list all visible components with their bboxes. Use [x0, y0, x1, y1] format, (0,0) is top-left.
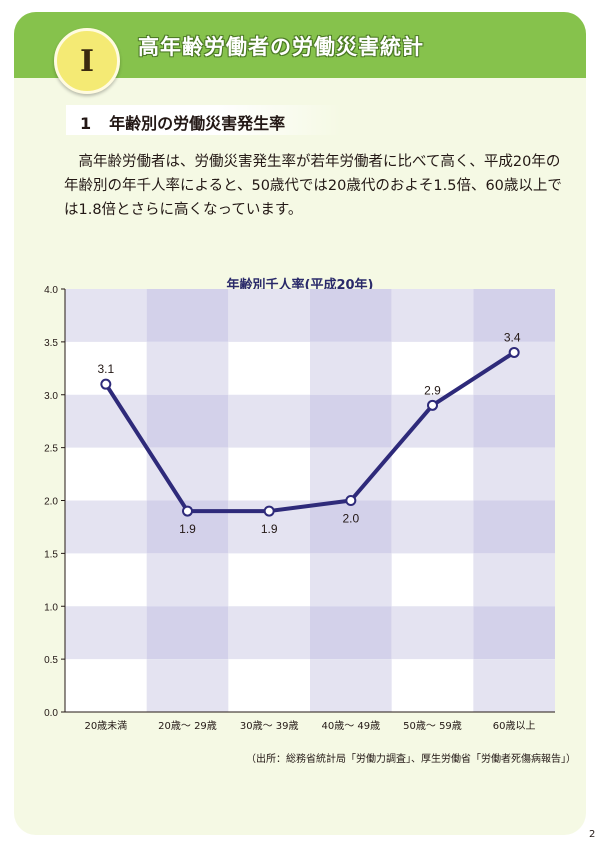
chapter-title: 高年齢労働者の労働災害統計 — [138, 35, 424, 59]
grid-band — [310, 289, 392, 342]
grid-band — [228, 289, 310, 342]
grid-band — [473, 659, 555, 712]
body-paragraph: 高年齢労働者は、労働災害発生率が若年労働者に比べて高く、平成20年の年齢別の年千… — [64, 154, 562, 218]
data-label: 2.0 — [342, 512, 359, 526]
y-tick-label: 0.0 — [44, 708, 58, 719]
grid-band — [228, 606, 310, 660]
data-point — [345, 495, 357, 506]
grid-band — [391, 289, 474, 342]
grid-band — [473, 500, 555, 554]
chapter-badge: I — [54, 28, 120, 94]
x-tick-label: 20歳未満 — [84, 720, 127, 732]
data-point — [427, 399, 438, 411]
y-tick-label: 1.5 — [44, 549, 58, 560]
data-label: 2.9 — [424, 383, 441, 397]
section-heading: 1 年齢別の労働災害発生率 — [80, 110, 285, 134]
y-tick-label: 3.0 — [44, 391, 58, 402]
data-point — [508, 346, 520, 358]
page-card: I 高年齢労働者の労働災害統計 1 年齢別の労働災害発生率 高年齢労働者は、労働災… — [14, 12, 586, 835]
page-number: 2 — [589, 829, 596, 840]
x-tick-label: 60歳以上 — [493, 720, 536, 732]
grid-band — [146, 341, 229, 395]
grid-band — [310, 447, 392, 501]
grid-band — [473, 553, 555, 607]
x-tick-label: 20歳～ 29歳 — [158, 720, 217, 732]
grid-band — [391, 606, 474, 660]
grid-band — [473, 289, 555, 342]
data-point — [182, 505, 193, 517]
grid-band — [65, 606, 147, 660]
grid-band — [391, 500, 474, 554]
grid-band — [228, 394, 310, 448]
grid-band — [310, 659, 392, 712]
grid-band — [310, 394, 392, 448]
grid-band — [473, 394, 555, 448]
grid-band — [146, 606, 229, 660]
grid-band — [146, 553, 229, 607]
data-label: 3.4 — [504, 330, 521, 344]
grid-band — [310, 606, 392, 660]
grid-band — [473, 447, 555, 501]
grid-band — [310, 500, 392, 554]
grid-band — [65, 289, 147, 342]
data-label: 1.9 — [179, 522, 196, 536]
data-label: 3.1 — [97, 362, 114, 376]
y-tick-label: 1.0 — [44, 602, 58, 613]
grid-band — [65, 394, 147, 448]
y-tick-label: 3.5 — [44, 338, 58, 349]
section-heading-bar — [66, 105, 342, 135]
y-tick-label: 2.0 — [44, 497, 58, 508]
y-tick-label: 4.0 — [44, 285, 58, 296]
grid-band — [146, 659, 229, 712]
grid-band — [146, 447, 229, 501]
body-text: 高年齢労働者は、労働災害発生率が若年労働者に比べて高く、平成20年の年齢別の年千… — [64, 150, 564, 222]
grid-band — [146, 289, 229, 342]
data-point — [263, 505, 275, 517]
section-title: 年齢別の労働災害発生率 — [109, 114, 286, 133]
source-note: （出所：総務省統計局「労働力調査」、厚生労働省「労働者死傷病報告」） — [246, 754, 576, 765]
data-point — [100, 378, 112, 390]
y-tick-label: 2.5 — [44, 444, 58, 455]
y-tick-label: 0.5 — [44, 655, 58, 666]
line-chart: 0.0 0.5 1.0 1.5 2.0 2.5 3.0 3.5 4.0 20歳未満 20歳～ 29歳… — [44, 285, 555, 732]
chapter-numeral: I — [79, 43, 95, 79]
grid-band — [310, 341, 392, 395]
x-tick-label: 40歳～ 49歳 — [322, 720, 381, 732]
x-tick-label: 30歳～ 39歳 — [240, 720, 299, 732]
grid-band — [473, 606, 555, 660]
data-label: 1.9 — [261, 522, 278, 536]
x-tick-label: 50歳～ 59歳 — [403, 720, 462, 732]
grid-band — [146, 394, 229, 448]
section-number: 1 — [80, 114, 92, 133]
series-line — [104, 350, 516, 514]
grid-band — [65, 500, 147, 554]
grid-band — [310, 553, 392, 607]
